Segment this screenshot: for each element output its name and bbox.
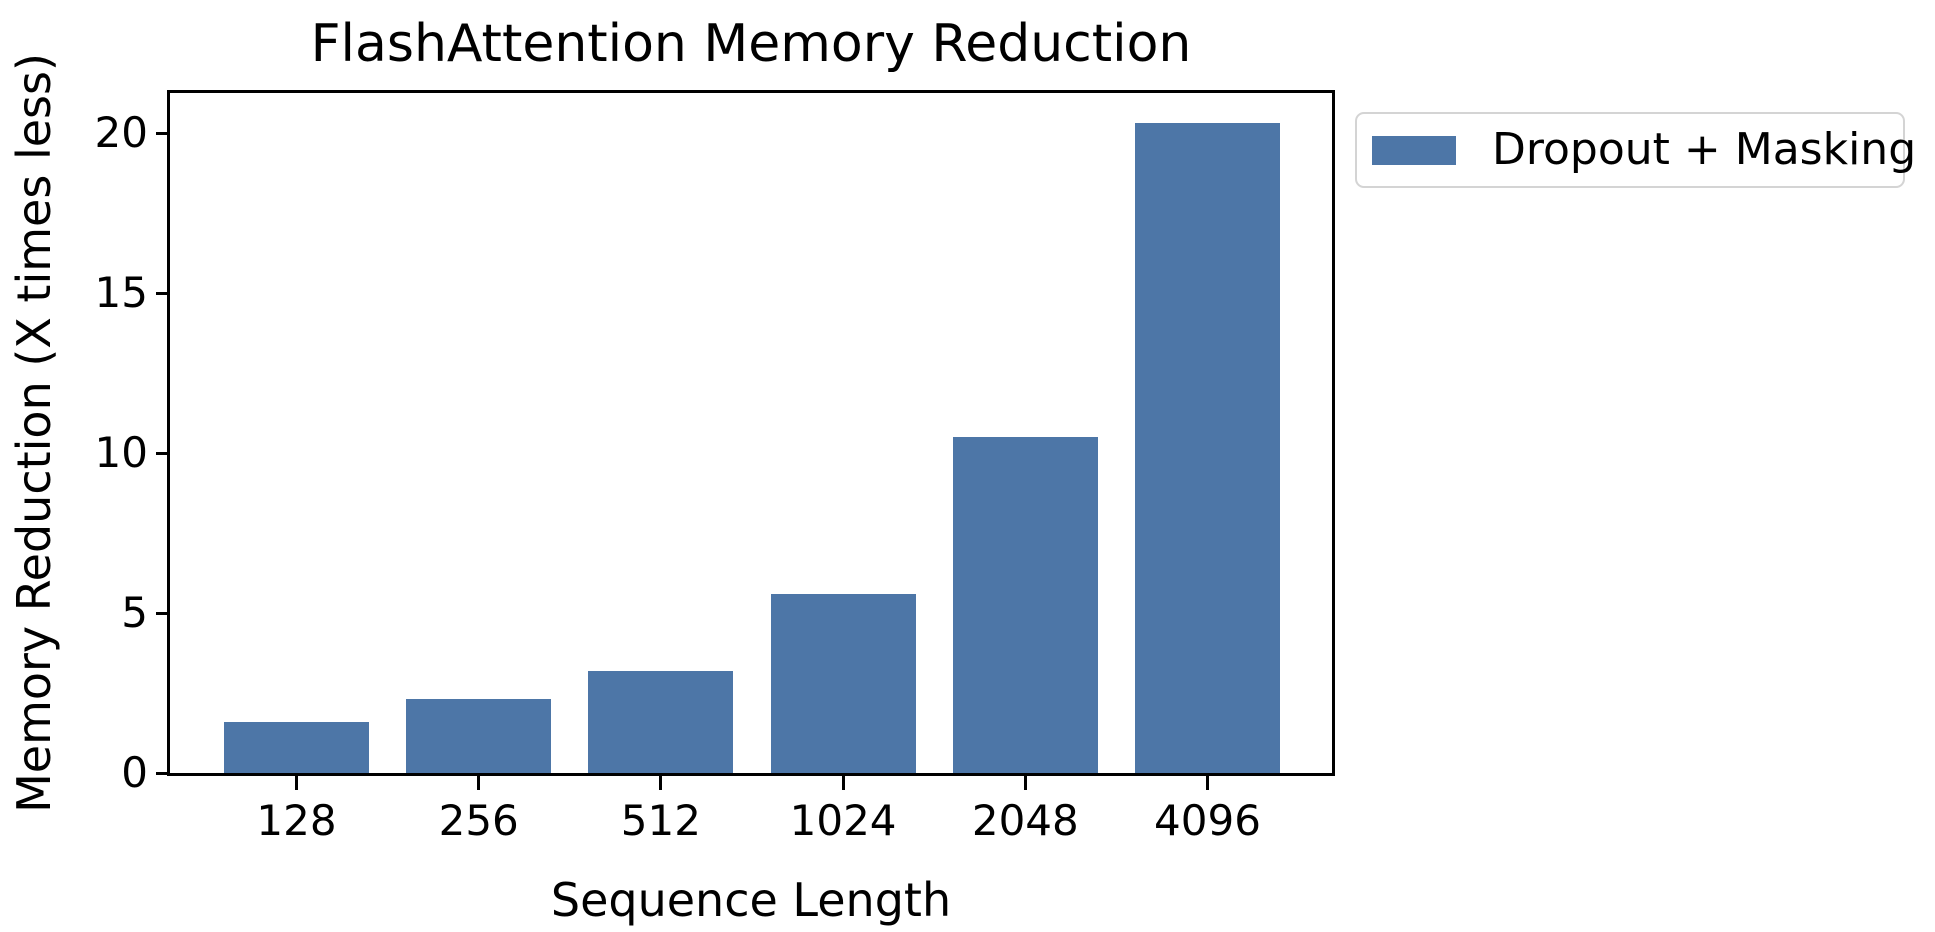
y-tick-mark-5 [156, 611, 167, 615]
legend-swatch [1372, 135, 1456, 165]
x-tick-mark-128 [295, 776, 298, 790]
bar-1024 [771, 594, 916, 773]
x-tick-mark-256 [477, 776, 481, 790]
x-axis-label: Sequence Length [550, 873, 952, 927]
chart-title: FlashAttention Memory Reduction [310, 14, 1192, 74]
x-tick-label-1024: 1024 [789, 796, 897, 845]
y-tick-mark-20 [156, 131, 167, 135]
y-tick-label-15: 15 [94, 268, 148, 317]
bar-128 [224, 722, 369, 773]
x-tick-mark-1024 [841, 776, 845, 790]
bar-4096 [1135, 123, 1280, 773]
x-tick-label-4096: 4096 [1154, 796, 1261, 845]
bar-256 [406, 699, 551, 773]
x-tick-label-256: 256 [438, 796, 519, 845]
plot-area [167, 90, 1335, 776]
bar-512 [588, 671, 733, 773]
y-tick-label-5: 5 [121, 588, 148, 637]
y-tick-mark-15 [156, 291, 167, 295]
x-tick-mark-512 [659, 776, 663, 790]
x-tick-label-512: 512 [620, 796, 701, 845]
legend: Dropout + Masking [1355, 112, 1916, 188]
y-tick-label-10: 10 [94, 428, 148, 477]
y-tick-label-20: 20 [94, 108, 148, 157]
x-tick-mark-2048 [1023, 776, 1027, 790]
y-tick-mark-0 [156, 771, 167, 775]
x-tick-mark-4096 [1206, 776, 1209, 790]
bar-2048 [953, 437, 1098, 773]
y-tick-mark-10 [156, 451, 167, 455]
y-tick-label-0: 0 [121, 748, 148, 797]
x-tick-label-128: 128 [256, 796, 337, 845]
x-tick-label-2048: 2048 [971, 796, 1079, 845]
legend-label: Dropout + Masking [1492, 124, 1917, 175]
